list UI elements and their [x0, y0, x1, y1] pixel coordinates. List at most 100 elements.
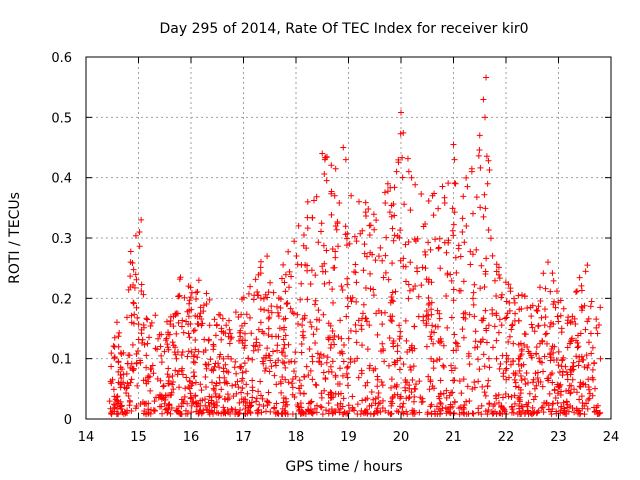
data-point [475, 152, 482, 159]
data-point [394, 342, 401, 349]
y-tick-label: 0.3 [51, 232, 72, 247]
data-point [345, 335, 352, 342]
data-point [429, 322, 436, 329]
data-point [521, 376, 528, 383]
data-point [220, 404, 227, 411]
data-point [476, 132, 483, 139]
data-point [498, 402, 505, 409]
data-point [165, 380, 172, 387]
data-point [157, 343, 164, 350]
data-point [185, 283, 192, 290]
data-point [238, 389, 245, 396]
data-point [473, 246, 480, 253]
data-point [390, 237, 397, 244]
data-point [349, 393, 356, 400]
data-point [202, 402, 209, 409]
data-point [197, 381, 204, 388]
data-point [176, 384, 183, 391]
data-point [485, 355, 492, 362]
data-point [285, 379, 292, 386]
data-point [150, 407, 157, 414]
data-point [593, 316, 600, 323]
data-point [332, 254, 339, 261]
data-point [404, 411, 411, 418]
data-point [495, 264, 502, 271]
data-point [416, 378, 423, 385]
data-point [273, 303, 280, 310]
data-point [296, 406, 303, 413]
data-point [315, 239, 322, 246]
data-point [418, 399, 425, 406]
axis-ticks [85, 56, 612, 420]
data-point [134, 382, 141, 389]
data-point [573, 389, 580, 396]
data-point [254, 410, 261, 417]
data-point [190, 328, 197, 335]
data-point [278, 275, 285, 282]
data-point [335, 406, 342, 413]
data-point [540, 409, 547, 416]
data-point [184, 353, 191, 360]
data-point [564, 344, 571, 351]
data-point [409, 347, 416, 354]
data-point [337, 317, 344, 324]
data-point [533, 382, 540, 389]
data-point [158, 352, 165, 359]
data-point [327, 345, 334, 352]
data-point [386, 334, 393, 341]
data-point [381, 189, 388, 196]
data-point [407, 207, 414, 214]
data-point [549, 379, 556, 386]
data-point [309, 358, 316, 365]
data-point [140, 377, 147, 384]
data-point [168, 405, 175, 412]
data-point [381, 358, 388, 365]
data-point [237, 406, 244, 413]
data-point [239, 369, 246, 376]
data-point [437, 377, 444, 384]
data-point [466, 311, 473, 318]
data-point [267, 279, 274, 286]
data-point [332, 373, 339, 380]
data-point [239, 385, 246, 392]
data-point [560, 305, 567, 312]
data-point [323, 177, 330, 184]
data-point [304, 225, 311, 232]
data-point [535, 378, 542, 385]
data-point [225, 353, 232, 360]
data-point [591, 359, 598, 366]
data-point [531, 328, 538, 335]
data-point [138, 216, 145, 223]
data-point [464, 183, 471, 190]
data-point [430, 358, 437, 365]
data-point [543, 330, 550, 337]
data-point [515, 292, 522, 299]
data-point [481, 363, 488, 370]
data-point [357, 230, 364, 237]
data-point [554, 400, 561, 407]
data-point [333, 226, 340, 233]
data-point [576, 354, 583, 361]
data-point [538, 359, 545, 366]
data-point [296, 377, 303, 384]
data-point [426, 386, 433, 393]
data-point [344, 374, 351, 381]
data-point [535, 303, 542, 310]
data-point [327, 389, 334, 396]
data-point [534, 307, 541, 314]
data-point [179, 371, 186, 378]
data-point [396, 366, 403, 373]
data-point [481, 389, 488, 396]
data-point [353, 279, 360, 286]
data-point [516, 367, 523, 374]
data-point [483, 339, 490, 346]
data-point [441, 199, 448, 206]
data-point [255, 292, 262, 299]
data-point [117, 349, 124, 356]
data-point [160, 383, 167, 390]
data-point [518, 377, 525, 384]
data-point [167, 321, 174, 328]
data-point [578, 393, 585, 400]
data-point [156, 331, 163, 338]
data-point [441, 239, 448, 246]
